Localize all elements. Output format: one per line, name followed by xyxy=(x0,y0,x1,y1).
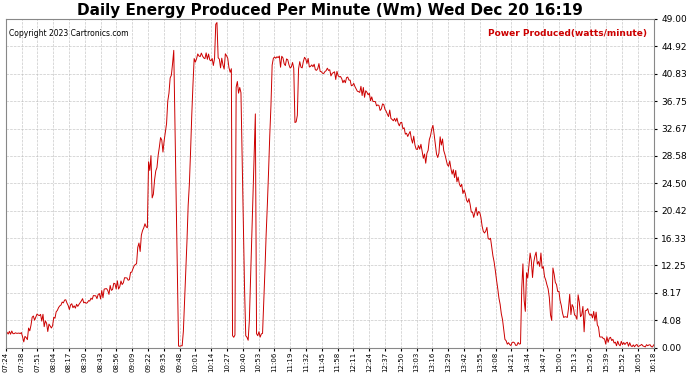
Title: Daily Energy Produced Per Minute (Wm) Wed Dec 20 16:19: Daily Energy Produced Per Minute (Wm) We… xyxy=(77,3,582,18)
Text: Power Produced(watts/minute): Power Produced(watts/minute) xyxy=(489,29,647,38)
Text: Copyright 2023 Cartronics.com: Copyright 2023 Cartronics.com xyxy=(9,29,128,38)
